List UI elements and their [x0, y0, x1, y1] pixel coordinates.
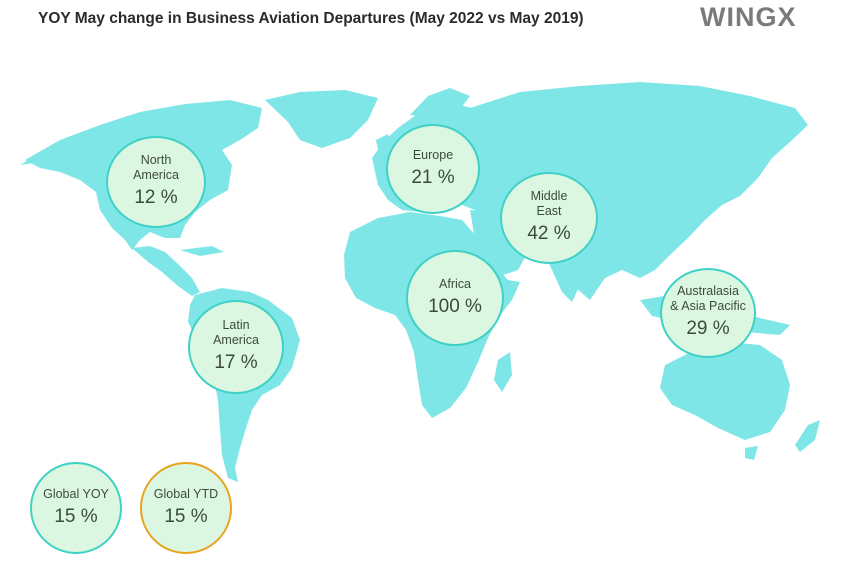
wingx-logo: WINGX [700, 2, 797, 32]
global-ytd-label: Global YTD [153, 486, 219, 501]
global-ytd-value: 15 % [164, 505, 208, 527]
region-europe: Europe 21 % [386, 124, 480, 214]
new-zealand-shape [795, 420, 820, 452]
global-yoy-value: 15 % [54, 505, 98, 527]
region-label: Europe [412, 147, 454, 162]
asia-shape [452, 82, 808, 300]
caribbean-shape [180, 246, 224, 256]
global-yoy-badge: Global YOY 15 % [30, 462, 122, 554]
japan-shape [725, 150, 752, 190]
region-australasia-asia-pacific: Australasia & Asia Pacific 29 % [660, 268, 756, 358]
central-america-shape [132, 246, 200, 296]
region-label: Latin [222, 318, 250, 332]
region-value: 42 % [527, 223, 571, 244]
tasmania-shape [745, 446, 758, 460]
region-label: & Asia Pacific [670, 299, 746, 313]
region-label: Africa [439, 276, 471, 291]
region-value: 12 % [134, 187, 178, 208]
region-value: 21 % [411, 166, 455, 188]
region-label: America [213, 333, 259, 347]
region-label: Australasia [677, 284, 739, 298]
region-north-america: North America 12 % [106, 136, 206, 228]
region-label: Middle [530, 189, 568, 203]
region-label: North [140, 153, 172, 167]
region-label: East [536, 204, 562, 218]
global-yoy-label: Global YOY [43, 486, 109, 501]
region-value: 100 % [428, 295, 482, 317]
australia-shape [660, 342, 790, 440]
region-latin-america: Latin America 17 % [188, 300, 284, 394]
region-value: 17 % [214, 352, 258, 373]
alaska-shape [20, 148, 70, 165]
page-title: YOY May change in Business Aviation Depa… [38, 10, 584, 27]
region-value: 29 % [686, 318, 730, 339]
region-label: America [133, 168, 179, 182]
greenland-shape [265, 90, 378, 148]
madagascar-shape [494, 352, 512, 392]
region-africa: Africa 100 % [406, 250, 504, 346]
region-middle-east: Middle East 42 % [500, 172, 598, 264]
scandinavia-shape [410, 88, 470, 118]
global-ytd-badge: Global YTD 15 % [140, 462, 232, 554]
